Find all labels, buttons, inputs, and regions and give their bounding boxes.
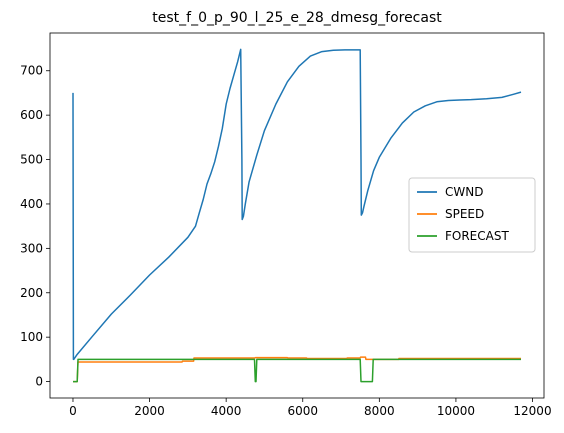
x-tick-label: 4000 <box>211 404 242 418</box>
y-tick-label: 100 <box>20 330 43 344</box>
y-tick-label: 200 <box>20 286 43 300</box>
legend-label-cwnd: CWND <box>445 185 483 199</box>
y-tick-label: 300 <box>20 241 43 255</box>
x-tick-label: 0 <box>69 404 77 418</box>
y-tick-label: 0 <box>35 375 43 389</box>
series-line-speed <box>73 356 521 383</box>
x-tick-label: 10000 <box>437 404 475 418</box>
x-tick-label: 12000 <box>513 404 551 418</box>
plot-frame <box>49 32 545 399</box>
x-tick-label: 8000 <box>364 404 395 418</box>
y-tick-label: 500 <box>20 153 43 167</box>
series-line-forecast <box>73 358 521 383</box>
y-axis: 0 100 200 300 400 500 600 700 <box>20 64 50 389</box>
y-tick-label: 600 <box>20 108 43 122</box>
x-tick-label: 6000 <box>287 404 318 418</box>
legend-label-speed: SPEED <box>445 207 484 221</box>
series-line-cwnd <box>72 48 522 361</box>
legend-box <box>408 177 536 253</box>
legend-label-forecast: FORECAST <box>445 229 509 243</box>
y-tick-label: 700 <box>20 64 43 78</box>
x-axis: 0 2000 4000 6000 8000 10000 12000 <box>69 398 552 418</box>
y-tick-label: 400 <box>20 197 43 211</box>
legend: CWND SPEED FORECAST <box>408 177 536 253</box>
x-tick-label: 2000 <box>134 404 165 418</box>
series-layer <box>72 48 522 383</box>
chart-title: test_f_0_p_90_l_25_e_28_dmesg_forecast <box>152 10 442 26</box>
